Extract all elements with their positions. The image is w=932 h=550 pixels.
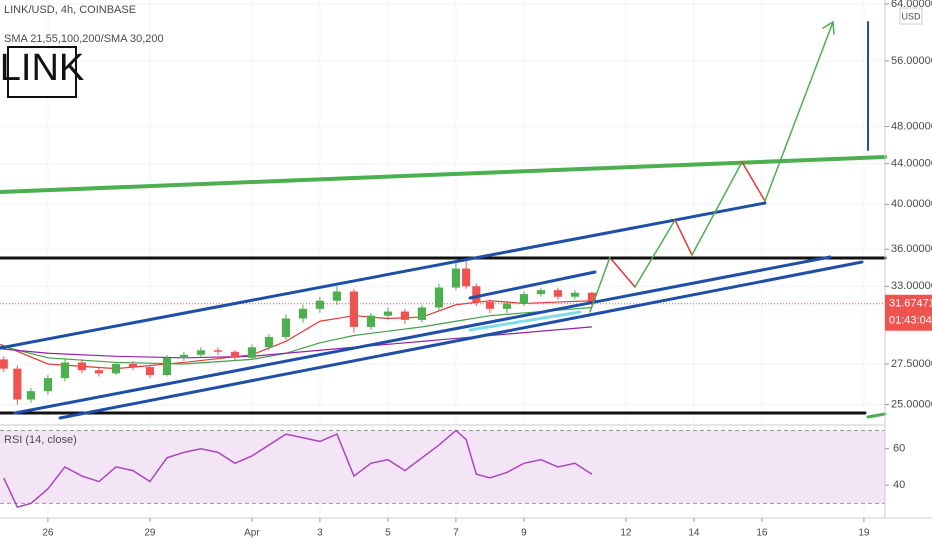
candle-body bbox=[298, 308, 308, 319]
last-price-label: 31.67471 bbox=[889, 298, 932, 310]
y-tick-label: 25.00000 bbox=[891, 399, 932, 411]
x-tick-label: 26 bbox=[42, 528, 54, 539]
candle-body bbox=[462, 268, 471, 287]
support-line bbox=[468, 310, 582, 332]
y-tick-label: 27.50000 bbox=[891, 358, 932, 370]
candle-body bbox=[451, 268, 461, 288]
candle-body bbox=[196, 350, 206, 355]
candle-body bbox=[400, 311, 410, 320]
candle-body bbox=[247, 347, 257, 358]
candle-body bbox=[213, 350, 223, 352]
arrow-down bbox=[674, 219, 693, 256]
candle-body bbox=[519, 294, 529, 304]
arrow-up bbox=[589, 256, 611, 313]
candle-body bbox=[26, 391, 36, 400]
candle-body bbox=[60, 362, 70, 379]
y-tick-label: 48.00000 bbox=[891, 121, 932, 133]
candle-body bbox=[94, 370, 104, 374]
candle-body bbox=[587, 292, 597, 304]
candle-body bbox=[77, 362, 87, 371]
y-tick-label: 64.00000 bbox=[891, 0, 932, 10]
chart-title: LINK/USD, 4h, COINBASE bbox=[4, 4, 136, 16]
candle-body bbox=[43, 378, 53, 392]
candle-body bbox=[13, 368, 22, 400]
arrow-up bbox=[691, 161, 743, 256]
candle-body bbox=[281, 318, 291, 337]
indicator-label: SMA 21,55,100,200/SMA 30,200 bbox=[4, 33, 164, 45]
candle-body bbox=[162, 357, 172, 375]
trend-line bbox=[0, 155, 887, 194]
x-tick-label: 12 bbox=[620, 528, 632, 539]
candle-body bbox=[502, 303, 512, 309]
candle-body bbox=[179, 354, 189, 358]
arrow-down bbox=[611, 259, 636, 288]
candle-body bbox=[128, 363, 138, 368]
channel-line bbox=[13, 255, 832, 415]
candle-body bbox=[472, 286, 481, 303]
logo: LINK bbox=[0, 47, 84, 89]
channel-line bbox=[58, 260, 864, 420]
y-tick-label: 40.00000 bbox=[891, 198, 932, 210]
rsi-tick-label: 60 bbox=[893, 443, 905, 455]
arrow-head bbox=[822, 20, 835, 35]
rsi-tick-label: 40 bbox=[893, 479, 905, 491]
channel-line bbox=[468, 270, 597, 300]
logo-box bbox=[7, 46, 77, 98]
candle-body bbox=[366, 315, 376, 327]
candle-body bbox=[332, 291, 342, 301]
drawings bbox=[0, 20, 887, 420]
candle-body bbox=[230, 351, 240, 358]
rsi-title: RSI (14, close) bbox=[4, 434, 77, 446]
moving-average bbox=[0, 306, 592, 365]
trend-line bbox=[866, 412, 887, 419]
countdown-label: 01:43:04 bbox=[889, 315, 932, 327]
candle-body bbox=[0, 359, 8, 369]
currency-box bbox=[899, 7, 923, 25]
arrow-up bbox=[764, 21, 834, 202]
candle-body bbox=[434, 287, 444, 308]
candle-body bbox=[315, 300, 325, 309]
y-tick-label: 56.00000 bbox=[891, 55, 932, 67]
arrow-down bbox=[741, 161, 766, 202]
candle-body bbox=[485, 302, 495, 309]
x-tick-label: 29 bbox=[144, 528, 156, 539]
channel-line bbox=[0, 201, 767, 350]
y-tick-label: 33.00000 bbox=[891, 280, 932, 292]
last-price-box bbox=[885, 294, 932, 331]
candle-body bbox=[417, 307, 427, 320]
x-tick-label: Apr bbox=[244, 528, 260, 539]
x-tick-label: 9 bbox=[521, 528, 527, 539]
candle-body bbox=[570, 292, 580, 297]
rsi-line bbox=[3, 429, 593, 508]
candle-body bbox=[145, 367, 155, 375]
arrow-up bbox=[634, 219, 676, 288]
x-tick-label: 7 bbox=[453, 528, 459, 539]
candle-body bbox=[383, 311, 393, 316]
x-tick-label: 16 bbox=[756, 528, 768, 539]
y-tick-label: 36.00000 bbox=[891, 243, 932, 255]
candle-body bbox=[111, 363, 121, 374]
currency: USD bbox=[901, 11, 921, 21]
x-tick-label: 14 bbox=[688, 528, 700, 539]
candle-body bbox=[264, 336, 274, 348]
candle-body bbox=[349, 291, 359, 327]
candle-body bbox=[553, 290, 563, 297]
y-tick-label: 44.00000 bbox=[891, 158, 932, 170]
x-tick-label: 19 bbox=[858, 528, 870, 539]
x-tick-label: 3 bbox=[317, 528, 323, 539]
candle-body bbox=[536, 290, 546, 295]
x-tick-label: 5 bbox=[385, 528, 391, 539]
